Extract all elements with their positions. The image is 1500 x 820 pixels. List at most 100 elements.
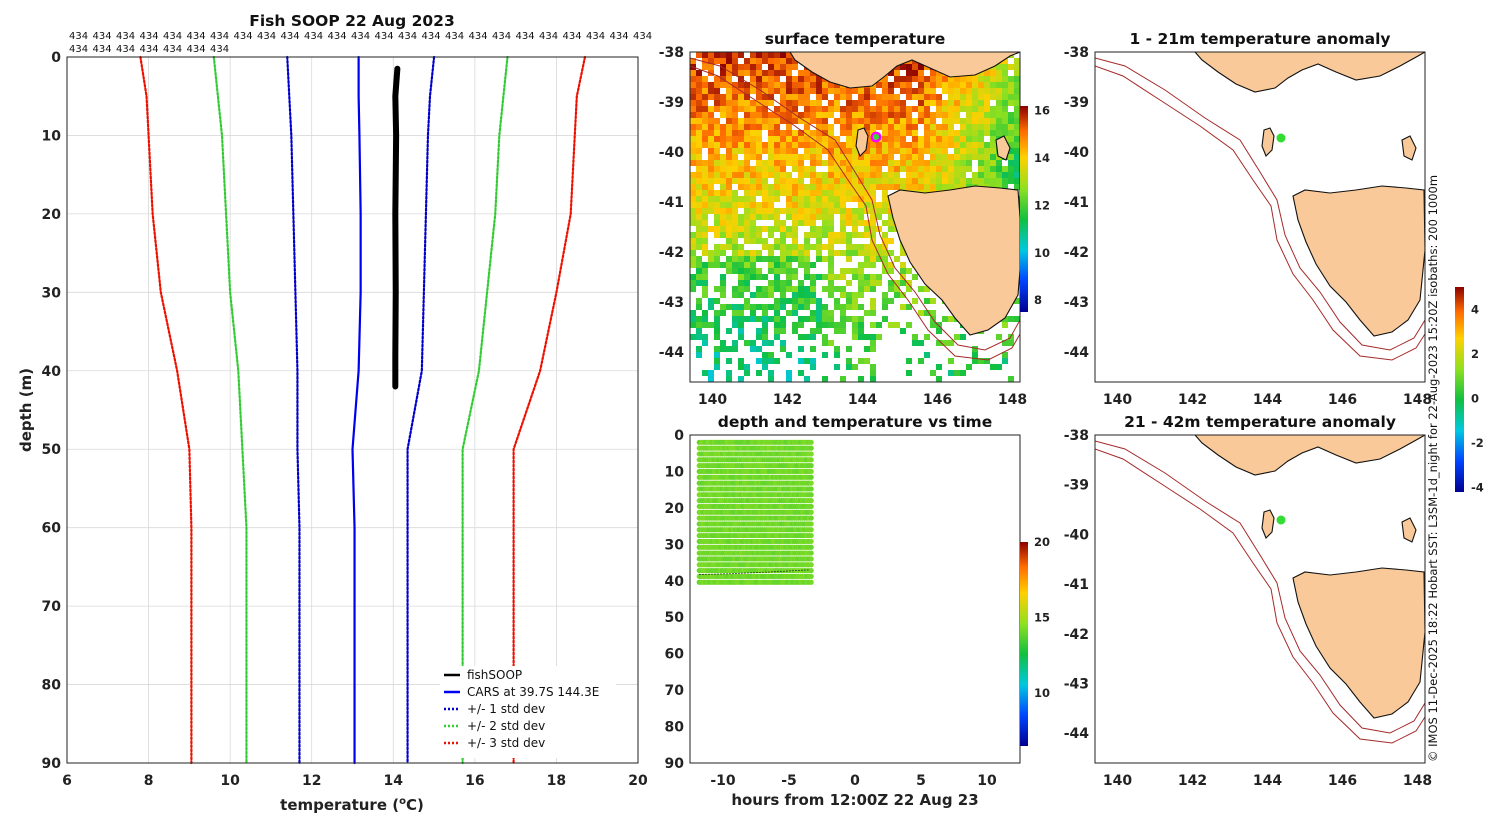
sst-cell (996, 88, 1002, 94)
sst-cell (792, 142, 798, 148)
profile-xlabel-tail: C) (406, 796, 424, 814)
sst-cell (792, 310, 798, 316)
sst-cell (816, 232, 822, 238)
sst-cell (984, 130, 990, 136)
sst-cell (762, 208, 768, 214)
sst-cell (810, 184, 816, 190)
sst-cell (822, 190, 828, 196)
sst-cell (756, 88, 762, 94)
sst-cell (870, 220, 876, 226)
sst-cell (708, 196, 714, 202)
sst-cell (912, 154, 918, 160)
sst-cell (882, 220, 888, 226)
profile-series (139, 55, 587, 765)
sst-cell (846, 358, 852, 364)
sst-cell (888, 280, 894, 286)
sst-cell (720, 310, 726, 316)
sst-cell (846, 292, 852, 298)
sst-cell (984, 106, 990, 112)
sst-cell (708, 178, 714, 184)
sst-cell (720, 214, 726, 220)
sst-cell (852, 100, 858, 106)
sst-cell (774, 148, 780, 154)
sst-cell (756, 76, 762, 82)
sst-cell (822, 202, 828, 208)
sst-cell (714, 166, 720, 172)
sst-cell (900, 154, 906, 160)
sst-cell (834, 118, 840, 124)
sst-cell (810, 160, 816, 166)
anomaly-map-deep: 21 - 42m temperature anomaly 140 142 144 14… (1064, 413, 1432, 789)
sst-cell (750, 250, 756, 256)
sst-cell (798, 316, 804, 322)
sst-cell (714, 346, 720, 352)
sst-cell (906, 142, 912, 148)
sst-cell (714, 220, 720, 226)
sst-cell (798, 244, 804, 250)
sst-cell (774, 172, 780, 178)
sst-cell (822, 226, 828, 232)
sst-cell (876, 178, 882, 184)
sst-cell (810, 148, 816, 154)
sst-cell (768, 190, 774, 196)
sst-cell (738, 196, 744, 202)
sst-cell (756, 250, 762, 256)
sst-cell (1008, 178, 1014, 184)
sst-cell (696, 154, 702, 160)
sst-cell (816, 100, 822, 106)
sst-cell (702, 94, 708, 100)
sst-cell (762, 340, 768, 346)
sst-cell (744, 226, 750, 232)
sst-cell (738, 70, 744, 76)
sst-cell (786, 148, 792, 154)
sst-cell (828, 196, 834, 202)
sst-cell (840, 148, 846, 154)
sst-cell (798, 82, 804, 88)
sst-cell (900, 112, 906, 118)
sst-cell (804, 256, 810, 262)
sst-cell (810, 88, 816, 94)
dt-point (808, 538, 814, 545)
sst-cell (744, 112, 750, 118)
sst-cell (708, 112, 714, 118)
sst-cell (756, 256, 762, 262)
sst-cell (726, 76, 732, 82)
sst-cell (870, 364, 876, 370)
sst-cell (750, 214, 756, 220)
sst-cell (726, 160, 732, 166)
sst-coast-group (690, 52, 1020, 361)
colorbar-tick-label: -4 (1471, 481, 1484, 495)
sst-cell (924, 142, 930, 148)
a2-frame (1094, 434, 1426, 764)
sst-cell (882, 130, 888, 136)
sst-cell (852, 322, 858, 328)
sst-cell (816, 160, 822, 166)
sst-cell (720, 196, 726, 202)
sst-cell (924, 112, 930, 118)
sst-cell (720, 64, 726, 70)
sst-cell (714, 172, 720, 178)
sst-cell (768, 88, 774, 94)
sst-cell (1014, 184, 1020, 190)
sst-cell (990, 142, 996, 148)
sst-cell (1002, 112, 1008, 118)
sst-cell (696, 268, 702, 274)
map-y-tick-label: -41 (659, 195, 684, 211)
sst-cell (966, 142, 972, 148)
sst-cell (744, 94, 750, 100)
sst-cell (702, 310, 708, 316)
sst-cell (750, 70, 756, 76)
profile-series-line (406, 55, 436, 765)
sst-cell (798, 178, 804, 184)
sst-cell (774, 52, 780, 58)
sst-cell (744, 274, 750, 280)
sst-cell (954, 106, 960, 112)
sst-cell (972, 358, 978, 364)
sst-cell (894, 166, 900, 172)
sst-cell (906, 76, 912, 82)
sst-cell (804, 208, 810, 214)
sst-cell (792, 130, 798, 136)
sst-cell (852, 130, 858, 136)
a1-isobath-200m (1095, 57, 1425, 351)
sst-cell (798, 298, 804, 304)
